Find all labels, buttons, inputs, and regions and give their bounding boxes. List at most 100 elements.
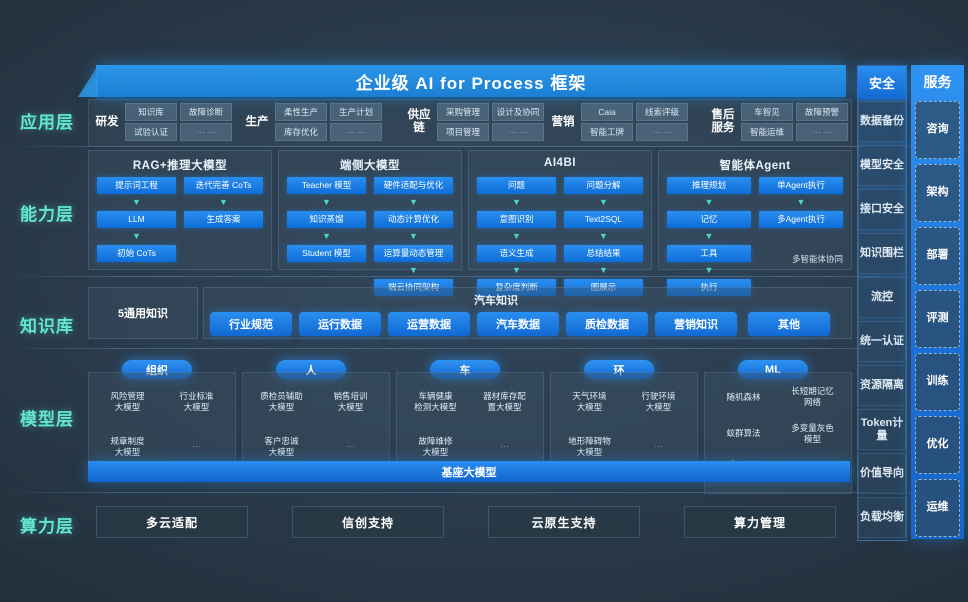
application-chip[interactable]: 故障诊断: [180, 103, 232, 121]
compute-button[interactable]: 信创支持: [292, 506, 444, 538]
application-chip[interactable]: 库存优化: [275, 123, 327, 141]
application-chip[interactable]: ··· ···: [492, 123, 544, 141]
capability-chip[interactable]: 动态计算优化: [374, 211, 453, 228]
capability-chip[interactable]: 图展示: [564, 279, 643, 296]
capability-chip[interactable]: 执行: [667, 279, 751, 296]
model-cell[interactable]: 车辆健康 检测大模型: [414, 390, 457, 412]
knowledge-item[interactable]: 汽车数据: [477, 312, 559, 336]
rail-item[interactable]: 咨询: [915, 100, 960, 159]
rail-item[interactable]: 数据备份: [858, 100, 906, 142]
rail-item[interactable]: 部署: [915, 226, 960, 285]
model-cell[interactable]: 行业标准 大模型: [179, 390, 214, 412]
capability-chip[interactable]: 知识蒸馏: [287, 211, 366, 228]
rail-item[interactable]: 统一认证: [858, 320, 906, 363]
model-cell[interactable]: ···: [500, 441, 509, 451]
model-cell[interactable]: ···: [654, 441, 663, 451]
capability-chip[interactable]: 迭代完善 CoTs: [184, 177, 263, 194]
capability-chip[interactable]: 总结结果: [564, 245, 643, 262]
application-chip[interactable]: 设计及协同: [492, 103, 544, 121]
application-chip[interactable]: ··· ···: [180, 123, 232, 141]
rail-item[interactable]: 优化: [915, 415, 960, 474]
knowledge-item[interactable]: 运营数据: [388, 312, 470, 336]
rail-item[interactable]: 评测: [915, 289, 960, 348]
knowledge-item[interactable]: 其他: [748, 312, 830, 336]
rail-item[interactable]: 训练: [915, 352, 960, 411]
application-chip[interactable]: 柔性生产: [275, 103, 327, 121]
capability-chip[interactable]: 问题分解: [564, 177, 643, 194]
application-chip[interactable]: ··· ···: [330, 123, 382, 141]
model-cell[interactable]: 销售培训 大模型: [333, 390, 368, 412]
model-group-pill[interactable]: ML: [738, 360, 808, 379]
application-chip[interactable]: ··· ···: [636, 123, 688, 141]
application-chip[interactable]: 故障预警: [796, 103, 848, 121]
knowledge-item[interactable]: 运行数据: [299, 312, 381, 336]
model-cell[interactable]: 规章制度 大模型: [110, 435, 145, 457]
application-chip[interactable]: 生产计划: [330, 103, 382, 121]
application-chip[interactable]: ··· ···: [796, 123, 848, 141]
application-chip[interactable]: 知识库: [125, 103, 177, 121]
model-cell[interactable]: 蚁群算法: [726, 428, 761, 439]
compute-button[interactable]: 算力管理: [684, 506, 836, 538]
rail-item[interactable]: 知识围栏: [858, 232, 906, 274]
rail-item[interactable]: Token计量: [858, 409, 906, 451]
model-cell[interactable]: ···: [192, 441, 201, 451]
application-chip[interactable]: Caia: [581, 103, 633, 121]
rail-item[interactable]: 流控: [858, 276, 906, 318]
arrow-down-icon: ▼: [512, 231, 521, 241]
knowledge-item[interactable]: 营销知识: [655, 312, 737, 336]
capability-chip[interactable]: LLM: [97, 211, 176, 228]
compute-button[interactable]: 云原生支持: [488, 506, 640, 538]
rail-item[interactable]: 模型安全: [858, 144, 906, 186]
capability-chip[interactable]: 硬件适配与优化: [374, 177, 453, 194]
model-cell[interactable]: ···: [346, 441, 355, 451]
rail-item[interactable]: 架构: [915, 163, 960, 222]
model-group-pill[interactable]: 环: [584, 360, 654, 379]
application-chip[interactable]: 采购管理: [437, 103, 489, 121]
rail-item[interactable]: 接口安全: [858, 188, 906, 230]
compute-button[interactable]: 多云适配: [96, 506, 248, 538]
model-group-pill[interactable]: 组织: [122, 360, 192, 379]
model-group-pill[interactable]: 人: [276, 360, 346, 379]
rail-item[interactable]: 价值导向: [858, 453, 906, 495]
capability-chip[interactable]: 工具: [667, 245, 751, 262]
capability-chip[interactable]: 单Agent执行: [759, 177, 843, 194]
capability-chip[interactable]: 提示词工程: [97, 177, 176, 194]
capability-chip[interactable]: 记忆: [667, 211, 751, 228]
application-chip[interactable]: 智能运维: [741, 123, 793, 141]
application-chip[interactable]: 试验认证: [125, 123, 177, 141]
model-cell[interactable]: 风险管理 大模型: [110, 390, 145, 412]
capability-chip[interactable]: 推理规划: [667, 177, 751, 194]
capability-chip[interactable]: 意图识别: [477, 211, 556, 228]
model-cell[interactable]: 器材库存配 置大模型: [483, 390, 526, 412]
rail-item[interactable]: 资源隔离: [858, 365, 906, 407]
model-cell[interactable]: 地形障碍物 大模型: [568, 435, 611, 457]
capability-chip[interactable]: Text2SQL: [564, 211, 643, 228]
application-chip[interactable]: 项目管理: [437, 123, 489, 141]
rail-item[interactable]: 运维: [915, 478, 960, 537]
model-cell[interactable]: 行驶环境 大模型: [641, 390, 676, 412]
model-cell[interactable]: 天气环境 大模型: [572, 390, 607, 412]
model-group-pill[interactable]: 车: [430, 360, 500, 379]
capability-chip[interactable]: Student 模型: [287, 245, 366, 262]
model-cell[interactable]: 随机森林: [726, 391, 761, 402]
capability-chip[interactable]: 初始 CoTs: [97, 245, 176, 262]
application-chip[interactable]: 车智见: [741, 103, 793, 121]
model-cell[interactable]: 故障维修 大模型: [418, 435, 453, 457]
application-chip[interactable]: 线索评级: [636, 103, 688, 121]
capability-chip[interactable]: 语义生成: [477, 245, 556, 262]
capability-chip[interactable]: 多Agent执行: [759, 211, 843, 228]
capability-chip[interactable]: 复杂度判断: [477, 279, 556, 296]
capability-chip[interactable]: 端云协同架构: [374, 279, 453, 296]
knowledge-item[interactable]: 行业规范: [210, 312, 292, 336]
model-cell[interactable]: 多变量灰色 模型: [791, 422, 834, 444]
capability-chip[interactable]: 运算量动态管理: [374, 245, 453, 262]
knowledge-item[interactable]: 质检数据: [566, 312, 648, 336]
model-cell[interactable]: 客户忠诚 大模型: [264, 435, 299, 457]
capability-chip[interactable]: 生成答案: [184, 211, 263, 228]
application-chip[interactable]: 智能工牌: [581, 123, 633, 141]
capability-chip[interactable]: Teacher 模型: [287, 177, 366, 194]
model-cell[interactable]: 长短期记忆 网络: [791, 386, 834, 408]
model-cell[interactable]: 质检员辅助 大模型: [260, 390, 303, 412]
rail-item[interactable]: 负载均衡: [858, 497, 906, 539]
capability-chip[interactable]: 问题: [477, 177, 556, 194]
